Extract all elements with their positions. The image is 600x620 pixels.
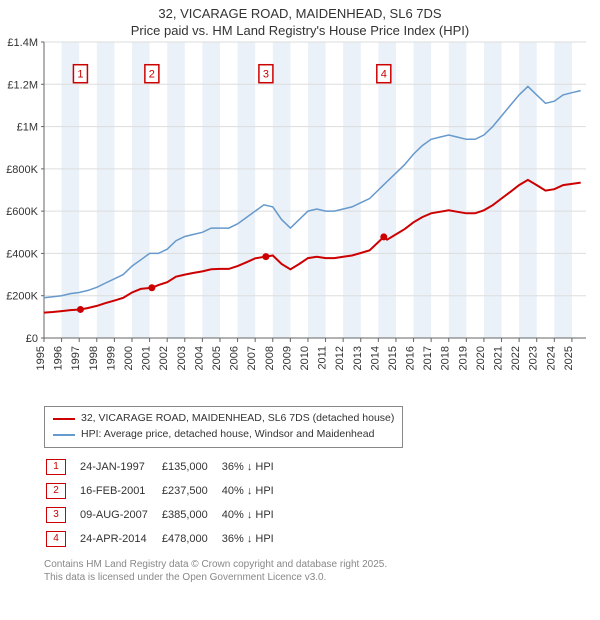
svg-text:2014: 2014 (369, 346, 381, 370)
tx-date: 16-FEB-2001 (80, 480, 160, 502)
legend-swatch (53, 434, 75, 436)
legend-swatch (53, 418, 75, 420)
title-line2: Price paid vs. HM Land Registry's House … (0, 23, 600, 38)
svg-text:2: 2 (149, 69, 155, 81)
table-row: 2 16-FEB-2001£237,50040% ↓ HPI (46, 480, 286, 502)
tx-date: 09-AUG-2007 (80, 504, 160, 526)
svg-text:£1.2M: £1.2M (7, 79, 38, 91)
svg-text:2012: 2012 (334, 346, 346, 370)
tx-date: 24-JAN-1997 (80, 456, 160, 478)
svg-text:2009: 2009 (281, 346, 293, 370)
tx-price: £385,000 (162, 504, 220, 526)
svg-text:1997: 1997 (70, 346, 82, 370)
svg-text:2021: 2021 (493, 346, 505, 370)
svg-text:3: 3 (263, 69, 269, 81)
tx-delta: 36% ↓ HPI (222, 456, 286, 478)
legend: 32, VICARAGE ROAD, MAIDENHEAD, SL6 7DS (… (44, 406, 403, 448)
svg-text:£400K: £400K (6, 248, 38, 260)
svg-text:2002: 2002 (158, 346, 170, 370)
svg-text:2013: 2013 (352, 346, 364, 370)
page: 32, VICARAGE ROAD, MAIDENHEAD, SL6 7DS P… (0, 0, 600, 585)
svg-text:2016: 2016 (405, 346, 417, 370)
marker-badge: 4 (46, 531, 66, 547)
svg-text:2024: 2024 (545, 346, 557, 370)
svg-text:2019: 2019 (457, 346, 469, 370)
title-block: 32, VICARAGE ROAD, MAIDENHEAD, SL6 7DS P… (0, 0, 600, 38)
marker-dot (148, 284, 155, 291)
footer-line2: This data is licensed under the Open Gov… (44, 571, 580, 585)
legend-label: HPI: Average price, detached house, Wind… (81, 427, 374, 443)
marker-dot (380, 233, 387, 240)
svg-text:1998: 1998 (88, 346, 100, 370)
svg-text:2008: 2008 (264, 346, 276, 370)
marker-badge: 3 (46, 507, 66, 523)
svg-text:2003: 2003 (176, 346, 188, 370)
marker-badge: 2 (46, 483, 66, 499)
svg-text:£0: £0 (26, 333, 38, 345)
svg-text:£600K: £600K (6, 206, 38, 218)
svg-text:2022: 2022 (510, 346, 522, 370)
table-row: 3 09-AUG-2007£385,00040% ↓ HPI (46, 504, 286, 526)
svg-text:2004: 2004 (193, 346, 205, 370)
chart: £0 £200K £400K £600K £800K £1M £1.2M £1.4M 1995 1… (0, 38, 600, 398)
svg-text:2020: 2020 (475, 346, 487, 370)
table-row: 4 24-APR-2014£478,00036% ↓ HPI (46, 528, 286, 550)
footer-note: Contains HM Land Registry data © Crown c… (44, 558, 580, 585)
svg-text:1999: 1999 (105, 346, 117, 370)
tx-date: 24-APR-2014 (80, 528, 160, 550)
svg-text:2017: 2017 (422, 346, 434, 370)
marker-dot (262, 253, 269, 260)
svg-text:£1.4M: £1.4M (7, 38, 38, 49)
svg-text:2005: 2005 (211, 346, 223, 370)
svg-text:2011: 2011 (317, 346, 329, 370)
svg-text:2015: 2015 (387, 346, 399, 370)
svg-text:1996: 1996 (53, 346, 65, 370)
tx-price: £237,500 (162, 480, 220, 502)
svg-text:2010: 2010 (299, 346, 311, 370)
legend-label: 32, VICARAGE ROAD, MAIDENHEAD, SL6 7DS (… (81, 411, 394, 427)
footer-line1: Contains HM Land Registry data © Crown c… (44, 558, 580, 572)
svg-text:2001: 2001 (141, 346, 153, 370)
svg-text:2006: 2006 (229, 346, 241, 370)
svg-text:2018: 2018 (440, 346, 452, 370)
tx-price: £478,000 (162, 528, 220, 550)
table-row: 1 24-JAN-1997£135,00036% ↓ HPI (46, 456, 286, 478)
svg-text:1: 1 (77, 69, 83, 81)
svg-text:2025: 2025 (563, 346, 575, 370)
svg-text:£200K: £200K (6, 291, 38, 303)
tx-delta: 36% ↓ HPI (222, 528, 286, 550)
svg-text:1995: 1995 (35, 346, 47, 370)
tx-delta: 40% ↓ HPI (222, 480, 286, 502)
legend-row: HPI: Average price, detached house, Wind… (53, 427, 394, 443)
legend-row: 32, VICARAGE ROAD, MAIDENHEAD, SL6 7DS (… (53, 411, 394, 427)
svg-text:2023: 2023 (528, 346, 540, 370)
title-line1: 32, VICARAGE ROAD, MAIDENHEAD, SL6 7DS (0, 6, 600, 21)
svg-text:£1M: £1M (17, 122, 38, 134)
svg-text:2007: 2007 (246, 346, 258, 370)
marker-badge: 1 (46, 459, 66, 475)
svg-text:£800K: £800K (6, 164, 38, 176)
marker-dot (77, 306, 84, 313)
tx-delta: 40% ↓ HPI (222, 504, 286, 526)
tx-price: £135,000 (162, 456, 220, 478)
chart-svg: £0 £200K £400K £600K £800K £1M £1.2M £1.4M 1995 1… (0, 38, 600, 398)
svg-text:4: 4 (381, 69, 387, 81)
svg-text:2000: 2000 (123, 346, 135, 370)
transactions-table: 124-JAN-1997£135,00036% ↓ HPI216-FEB-200… (44, 454, 288, 552)
